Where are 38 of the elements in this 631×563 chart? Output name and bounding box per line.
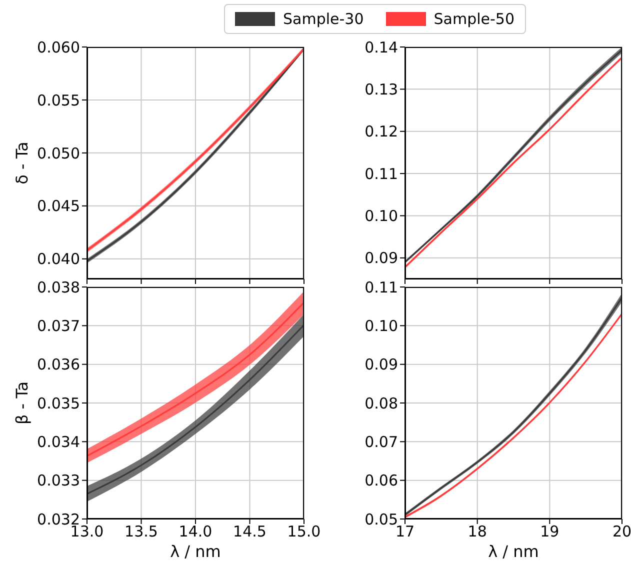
x-tick-label: 14.0	[178, 522, 212, 541]
y-tick-label: 0.05	[364, 510, 398, 528]
y-tick-label: 0.045	[37, 197, 80, 216]
x-tick-label: 17	[395, 522, 415, 541]
y-tick-label: 0.10	[364, 207, 398, 226]
y-tick-label: 0.09	[364, 249, 398, 268]
y-tick-label: 0.14	[364, 38, 398, 56]
y-axis-title: β - Ta	[12, 381, 32, 425]
x-tick-label: 13.5	[124, 522, 158, 541]
y-tick-label: 0.12	[364, 122, 398, 141]
y-tick-label: 0.060	[37, 38, 80, 56]
y-tick-label: 0.033	[37, 472, 80, 490]
y-tick-label: 0.10	[364, 316, 398, 335]
y-tick-label: 0.11	[364, 164, 398, 183]
x-tick-label: 15.0	[287, 522, 321, 541]
y-tick-label: 0.040	[37, 250, 80, 268]
x-axis-title: λ / nm	[488, 542, 539, 561]
x-tick-label: 19	[540, 522, 560, 541]
y-tick-label: 0.036	[37, 356, 80, 374]
x-axis-title: λ / nm	[170, 542, 221, 561]
y-tick-label: 0.034	[37, 432, 80, 451]
y-tick-label: 0.055	[37, 91, 80, 110]
x-tick-label: 20	[612, 522, 631, 541]
y-tick-label: 0.08	[364, 394, 398, 412]
y-tick-label: 0.13	[364, 80, 398, 99]
y-tick-label: 0.037	[37, 316, 80, 335]
y-tick-label: 0.038	[37, 278, 80, 296]
y-tick-label: 0.09	[364, 356, 398, 374]
x-tick-label: 18	[468, 522, 487, 541]
y-tick-label: 0.06	[364, 472, 398, 490]
legend-label: Sample-30	[283, 10, 364, 28]
y-tick-label: 0.07	[364, 432, 398, 451]
y-tick-label: 0.11	[364, 278, 398, 296]
y-tick-label: 0.035	[37, 394, 80, 412]
x-tick-label: 14.5	[233, 522, 266, 541]
legend-label: Sample-50	[434, 10, 514, 28]
y-tick-label: 0.050	[37, 144, 80, 162]
y-axis-title: δ - Ta	[12, 142, 32, 184]
